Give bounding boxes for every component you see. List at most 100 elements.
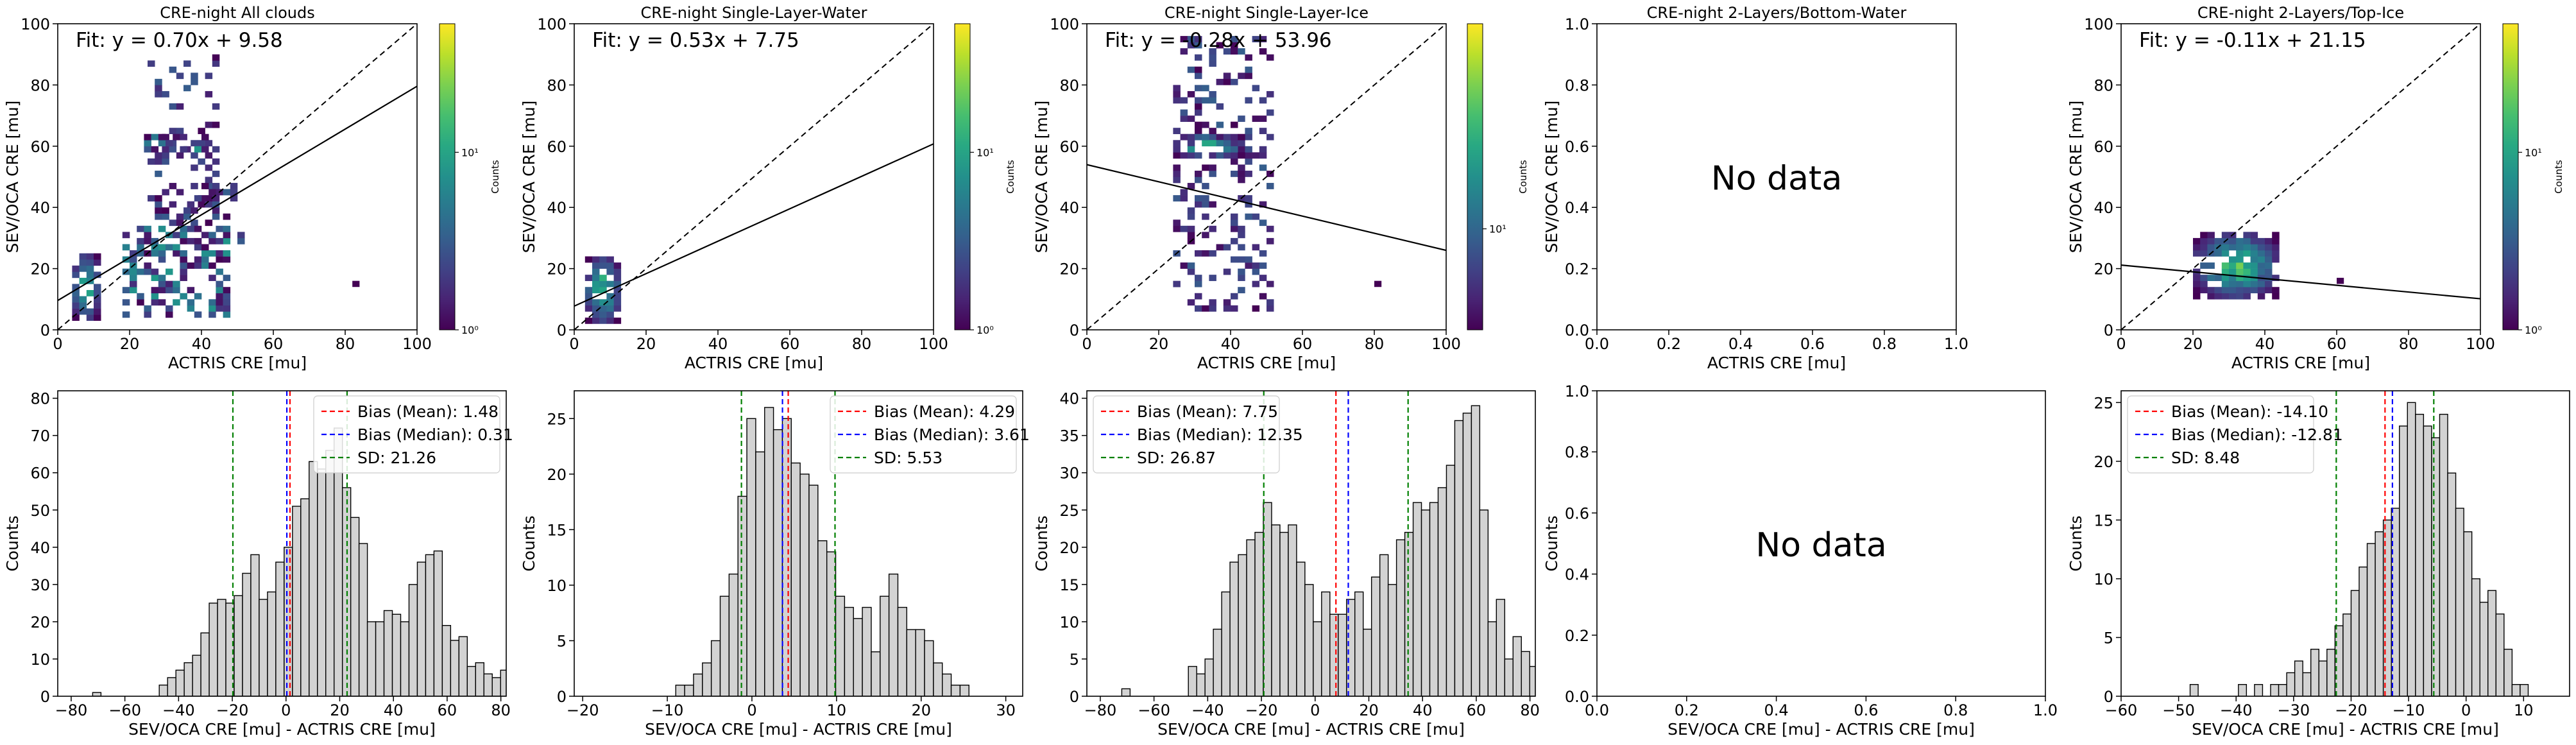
heatmap-cell: [144, 237, 151, 244]
heatmap-cell: [1209, 201, 1216, 208]
heatmap-cell: [1259, 293, 1267, 300]
heatmap-cell: [1238, 73, 1245, 80]
heatmap-cell: [216, 305, 223, 312]
heatmap-cell: [162, 189, 169, 196]
heatmap-cell: [205, 176, 213, 184]
heatmap-cell: [72, 284, 80, 291]
histogram-bar: [2286, 672, 2296, 696]
heatmap-cell: [1202, 232, 1209, 239]
histogram-bar: [234, 595, 243, 696]
histogram-bar: [2326, 649, 2336, 696]
heatmap-cell: [599, 305, 607, 312]
heatmap-cell: [1202, 305, 1209, 312]
histogram-bar: [924, 640, 934, 696]
heatmap-cell: [592, 275, 600, 281]
heatmap-cell: [1238, 176, 1245, 184]
heatmap-cell: [2257, 280, 2265, 287]
legend: Bias (Mean): 4.29 Bias (Median): 3.61 SD: …: [830, 395, 1030, 474]
y-tick-label: 20: [30, 261, 50, 278]
histogram-bar: [1446, 465, 1456, 696]
heatmap-cell: [2200, 280, 2208, 287]
histogram-bar: [710, 640, 721, 696]
histogram-bar: [2350, 590, 2360, 696]
heatmap-cell: [1216, 133, 1224, 141]
heatmap-cell: [2221, 275, 2230, 281]
heatmap-cell: [158, 299, 166, 306]
heatmap-cell: [72, 289, 80, 296]
histogram-bar: [2189, 683, 2199, 696]
heatmap-cell: [613, 275, 622, 281]
heatmap-cell: [2250, 287, 2258, 294]
heatmap-cell: [1187, 213, 1195, 220]
heatmap-cell: [2236, 293, 2244, 300]
heatmap-cell: [599, 311, 607, 318]
heatmap-cell: [2236, 262, 2244, 269]
histogram-bar: [1279, 531, 1289, 696]
heatmap-cell: [162, 158, 169, 165]
histogram-bar: [242, 572, 252, 696]
heatmap-cell: [158, 140, 166, 147]
x-axis-label: ACTRIS CRE [mu]: [168, 354, 307, 372]
histogram-bar: [466, 665, 476, 696]
heatmap-cell: [1238, 152, 1245, 159]
heatmap-cell: [151, 287, 159, 294]
histogram-bar: [167, 677, 176, 696]
heatmap-cell: [176, 213, 184, 220]
heatmap-cell: [1223, 48, 1231, 55]
y-tick-label: 80: [547, 76, 567, 94]
y-tick-label: 60: [547, 138, 567, 156]
y-tick-label: 0: [557, 688, 567, 706]
x-tick-label: 0: [747, 701, 756, 719]
heatmap-cell: [1252, 305, 1260, 312]
x-tick-label: 0: [2461, 701, 2471, 719]
heatmap-cell: [151, 268, 159, 275]
heatmap-cell: [2221, 287, 2230, 294]
histogram-bar: [1462, 413, 1472, 696]
x-axis-label: ACTRIS CRE [mu]: [1197, 354, 1336, 372]
heatmap-cell: [169, 66, 177, 73]
heatmap-cell: [79, 253, 87, 260]
heatmap-cell: [2221, 250, 2230, 257]
heatmap-cell: [584, 299, 593, 306]
heatmap-cell: [216, 237, 223, 244]
histogram-bar: [2463, 531, 2473, 696]
histogram-bar: [1196, 673, 1206, 696]
heatmap-cell: [1180, 152, 1188, 159]
heatmap-cell: [191, 207, 198, 214]
chart-title: CRE-night Single-Layer-Water: [640, 4, 867, 22]
y-tick-label: 40: [547, 199, 567, 217]
histogram-bar: [358, 543, 368, 696]
heatmap-cell: [1259, 275, 1267, 281]
legend-box: [2127, 395, 2314, 474]
heatmap-cell: [187, 237, 195, 244]
heatmap-cell: [1231, 133, 1238, 141]
heatmap-cell: [606, 262, 614, 269]
heatmap-cell: [1180, 262, 1188, 269]
heatmap-cell: [155, 152, 162, 159]
heatmap-cell: [144, 146, 151, 153]
heatmap-cell: [212, 60, 220, 67]
heatmap-cell: [613, 287, 622, 294]
heatmap-cell: [209, 305, 216, 312]
heatmap-cell: [194, 256, 202, 263]
heatmap-cell: [155, 195, 162, 201]
heatmap-cell: [1173, 140, 1181, 147]
histogram-bar: [950, 684, 961, 696]
heatmap-cell: [86, 308, 94, 315]
heatmap-cell: [151, 250, 159, 257]
y-tick-label: 60: [30, 138, 50, 156]
heatmap-cell: [1252, 152, 1260, 159]
x-tick-label: 10: [2514, 701, 2534, 719]
heatmap-cell: [180, 237, 187, 244]
heatmap-cell: [2214, 287, 2222, 294]
heatmap-cell: [176, 128, 184, 135]
heatmap-cell: [173, 133, 180, 141]
histogram-bar: [2399, 425, 2408, 696]
heatmap-cells: [58, 24, 417, 330]
heatmap-cell: [606, 299, 614, 306]
histogram-bar: [483, 673, 493, 696]
histogram-bar: [1346, 599, 1356, 696]
fit-line: [58, 85, 417, 302]
y-tick-label: 0.8: [1565, 443, 1589, 461]
heatmap-cell: [1187, 262, 1195, 269]
